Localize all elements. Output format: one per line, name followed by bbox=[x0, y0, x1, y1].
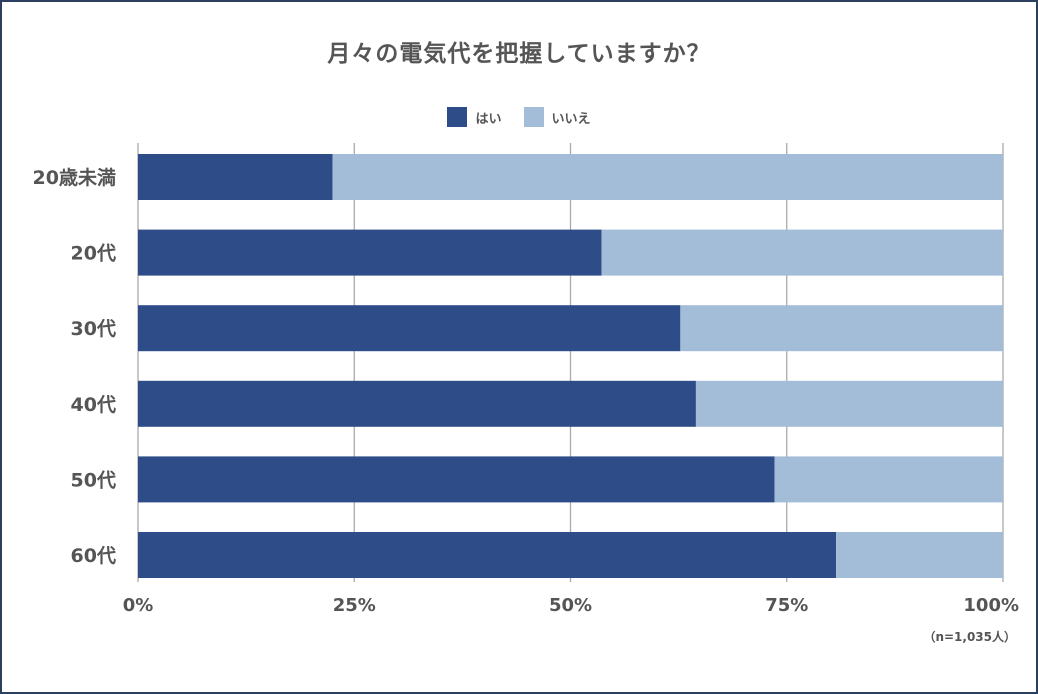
bar-yes-2 bbox=[138, 305, 681, 352]
chart-legend: はい いいえ bbox=[0, 107, 1038, 127]
chart-title: 月々の電気代を把握していますか？ bbox=[327, 41, 711, 67]
x-tick-label-1: 25% bbox=[333, 595, 376, 616]
x-tick-label-0: 0% bbox=[123, 595, 154, 616]
bar-no-3 bbox=[695, 380, 1003, 427]
legend-item-yes: はい bbox=[447, 107, 502, 127]
category-label-5: 60代 bbox=[71, 545, 116, 567]
category-label-4: 50代 bbox=[71, 469, 116, 491]
category-label-2: 30代 bbox=[71, 318, 116, 340]
category-label-0: 20歳未満 bbox=[33, 166, 116, 189]
legend-label-no: いいえ bbox=[551, 111, 591, 127]
category-label-3: 40代 bbox=[71, 394, 116, 416]
bar-yes-3 bbox=[138, 380, 696, 427]
legend-item-no: いいえ bbox=[523, 107, 591, 127]
legend-label-yes: はい bbox=[475, 111, 502, 127]
x-tick-label-2: 50% bbox=[549, 595, 592, 616]
legend-swatch-no bbox=[523, 107, 544, 127]
bar-yes-5 bbox=[138, 532, 837, 578]
x-tick-label-3: 75% bbox=[765, 595, 808, 616]
bar-no-1 bbox=[601, 229, 1003, 276]
category-label-1: 20代 bbox=[71, 243, 116, 265]
sample-size-note: （n=1,035人） bbox=[923, 630, 1016, 644]
bar-yes-4 bbox=[138, 456, 775, 503]
legend-swatch-yes bbox=[447, 107, 468, 127]
bar-no-4 bbox=[774, 456, 1003, 503]
bar-no-2 bbox=[680, 305, 1003, 352]
x-tick-label-4: 100% bbox=[963, 595, 1019, 616]
bar-no-0 bbox=[332, 154, 1003, 200]
bar-yes-1 bbox=[138, 229, 602, 276]
bar-no-5 bbox=[836, 532, 1003, 578]
bar-yes-0 bbox=[138, 154, 333, 200]
